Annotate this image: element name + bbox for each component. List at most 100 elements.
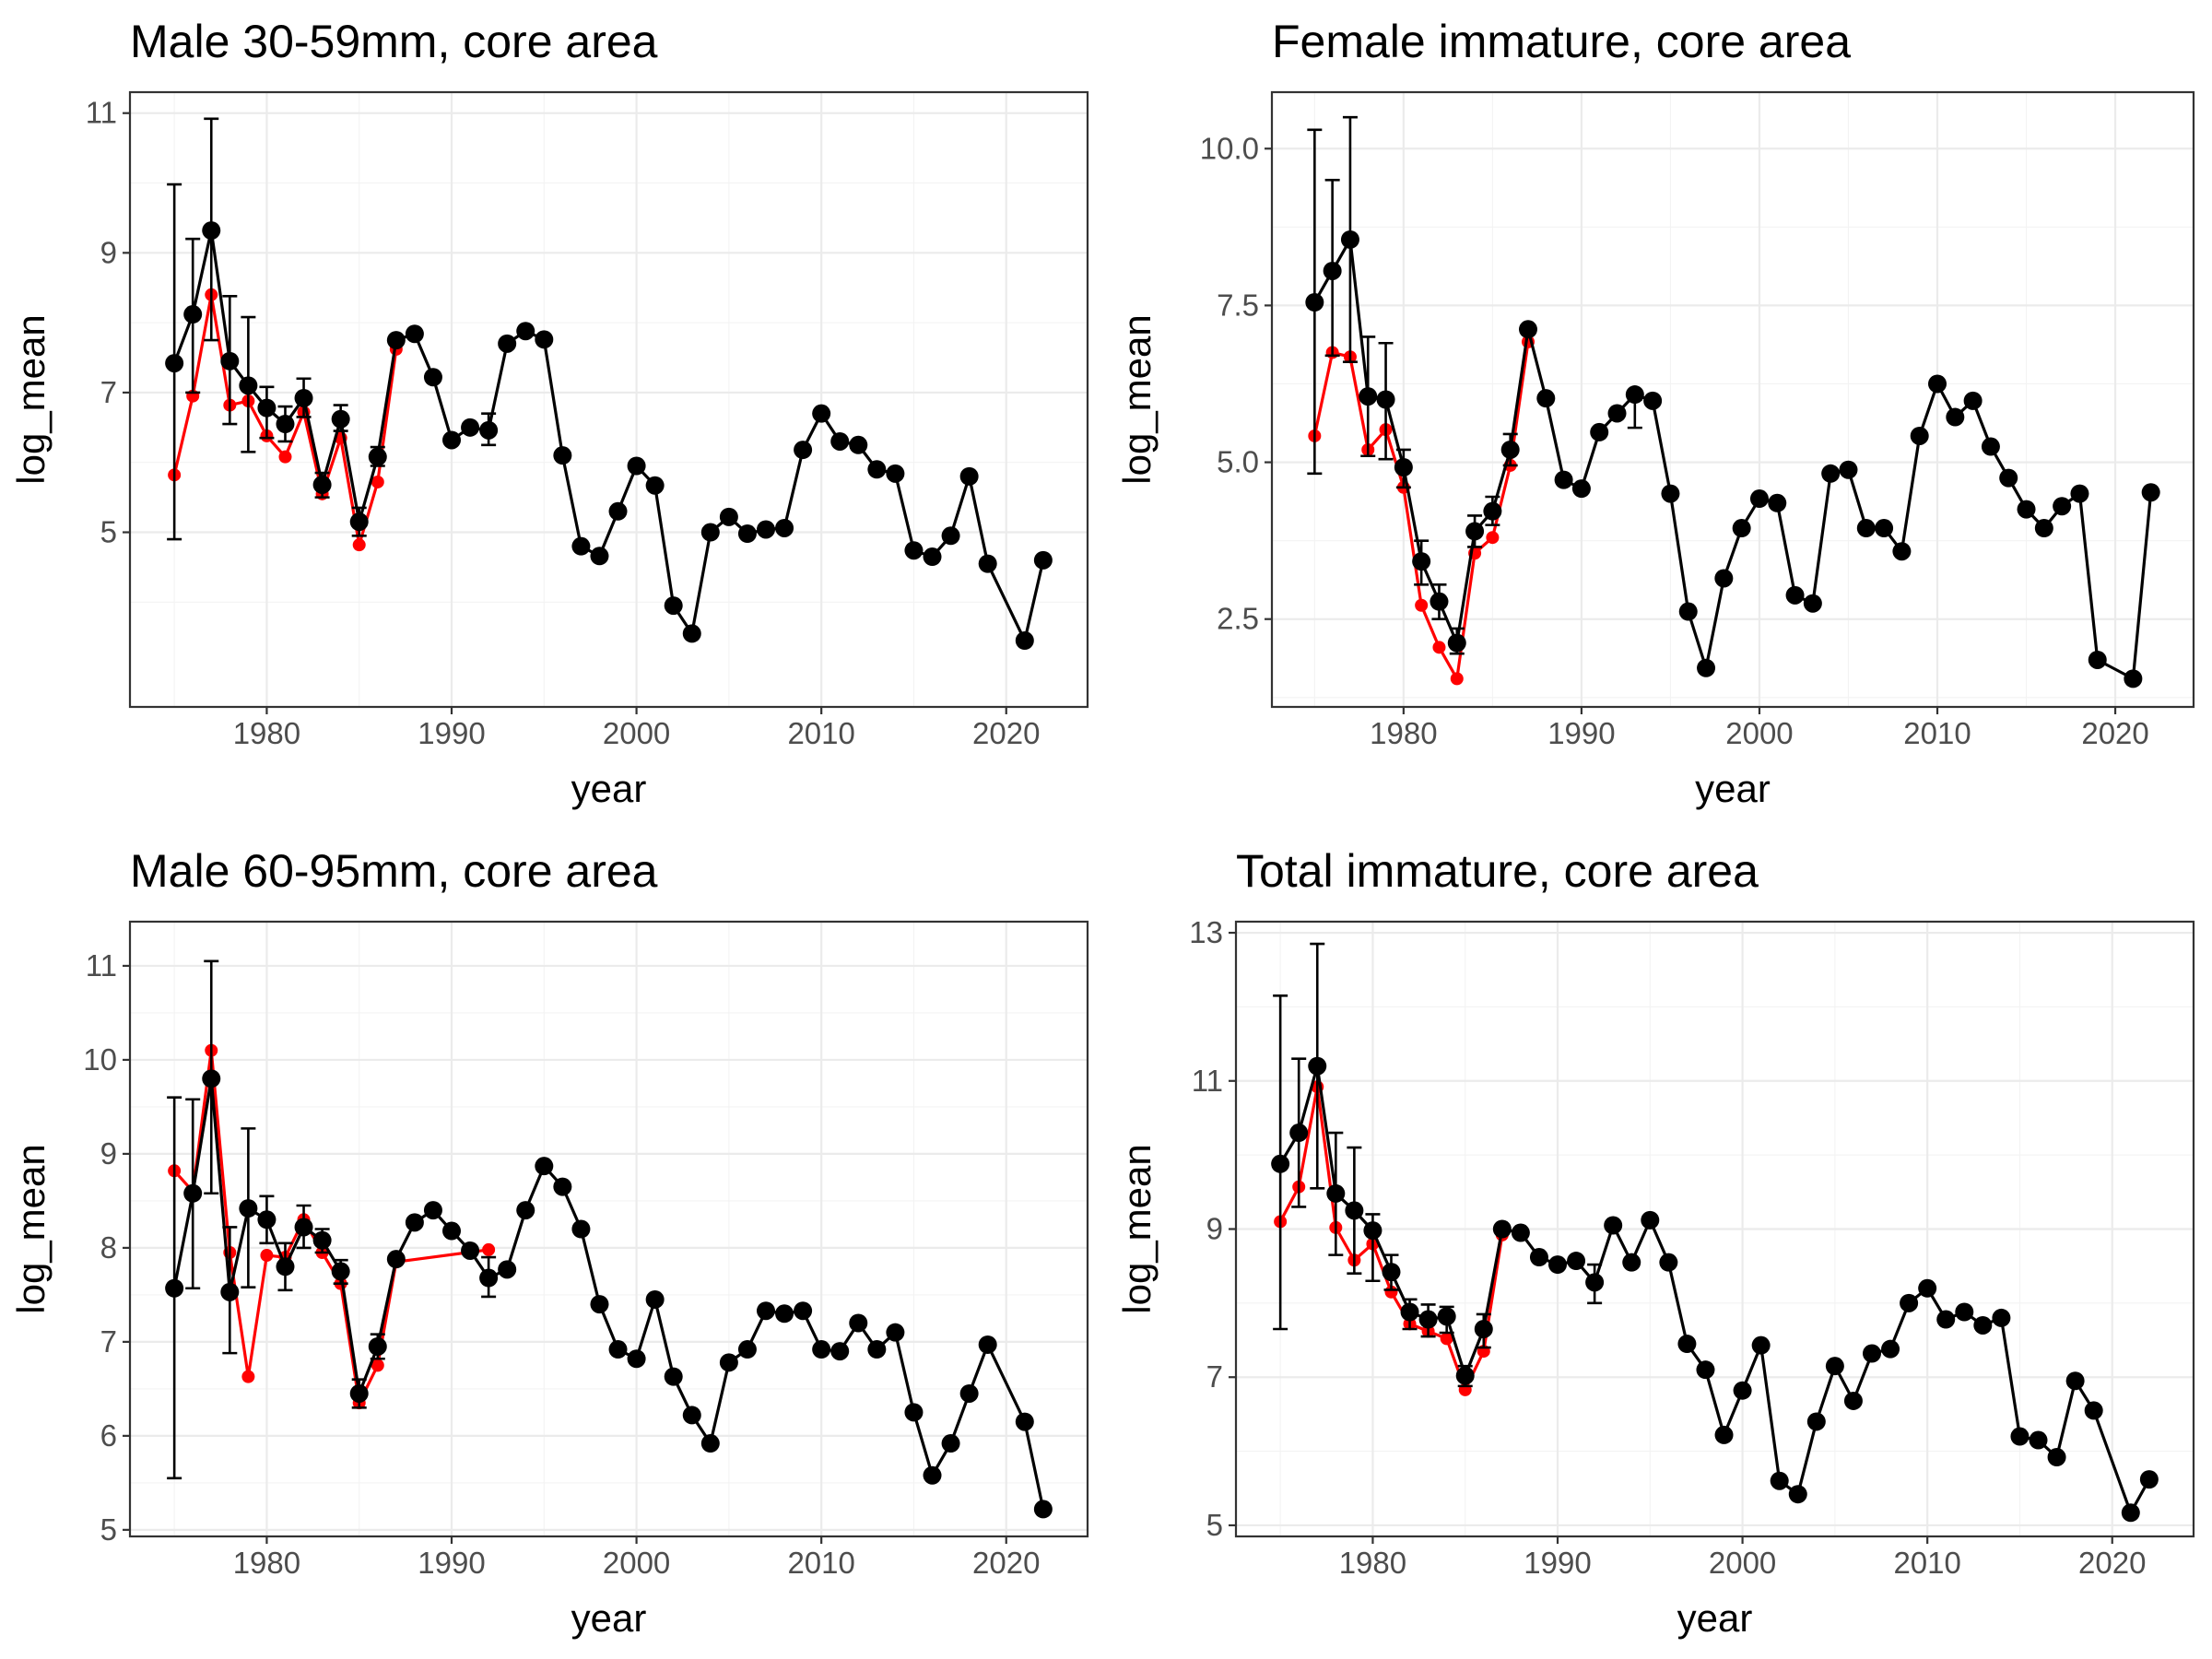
y-tick-label: 5	[100, 1512, 117, 1547]
observed-series-point	[1437, 1307, 1456, 1326]
observed-series-point	[737, 1340, 757, 1359]
observed-series-point	[1825, 1357, 1844, 1376]
panel-title: Total immature, core area	[1236, 845, 1759, 897]
observed-series-point	[923, 547, 942, 567]
observed-series-point	[1918, 1278, 1937, 1298]
panel-male-60-95mm: 1980 1990 2000 2010 2020 5 6 7 8 9 10 11 Male 60-95m…	[0, 830, 1106, 1659]
y-axis-label: log_mean	[1115, 314, 1159, 484]
observed-series-point	[1839, 460, 1858, 479]
observed-series-point	[442, 1221, 462, 1241]
observed-series-point	[682, 1406, 701, 1425]
observed-series-point	[1843, 1391, 1863, 1410]
chart-total-immature: 1980 1990 2000 2010 2020 5 7 9 11 13 Total immatur…	[1115, 845, 2195, 1640]
y-tick-label: 8	[100, 1230, 117, 1265]
observed-series-point	[1271, 1154, 1290, 1173]
observed-series-point	[239, 1199, 258, 1218]
observed-series-point	[1518, 320, 1537, 339]
observed-series-point	[386, 331, 406, 350]
observed-series-point	[183, 305, 203, 324]
observed-series-point	[941, 1434, 960, 1453]
alternate-series-point	[371, 475, 384, 488]
x-tick-label: 2000	[603, 716, 670, 750]
observed-series-point	[442, 430, 462, 450]
observed-series-point	[682, 624, 701, 643]
y-tick-label: 5	[100, 515, 117, 549]
observed-series-point	[1992, 1308, 2011, 1327]
alternate-series-point	[371, 1359, 384, 1372]
x-tick-label: 2020	[2081, 716, 2148, 750]
x-tick-label: 1990	[418, 1546, 485, 1580]
plot-frame	[1270, 90, 2195, 709]
observed-series-point	[1677, 1335, 1697, 1354]
observed-series-point	[331, 409, 350, 429]
observed-series-point	[590, 1295, 609, 1314]
observed-series-point	[1308, 1056, 1327, 1076]
observed-series-point	[830, 1342, 850, 1361]
x-tick-label: 2000	[603, 1546, 670, 1580]
y-tick-label: 2.5	[1217, 602, 1259, 636]
panel-female-immature: 1980 1990 2000 2010 2020 2.5 5.0 7.5 10.0 Female …	[1106, 0, 2212, 830]
observed-series-point	[1571, 479, 1591, 499]
observed-series-point	[1892, 542, 1912, 561]
observed-series-point	[1033, 550, 1053, 570]
alternate-series-point	[260, 1249, 274, 1263]
observed-series-point	[2053, 497, 2072, 516]
observed-series-point	[498, 1260, 517, 1279]
observed-series-point	[608, 1340, 628, 1359]
observed-series-point	[1785, 585, 1805, 605]
observed-series-point	[479, 1268, 499, 1288]
observed-series-point	[1548, 1255, 1568, 1275]
observed-series-point	[700, 523, 720, 542]
y-tick-label: 9	[100, 1136, 117, 1171]
observed-series-point	[978, 1335, 997, 1354]
observed-series-point	[1732, 519, 1751, 538]
panel-title: Female immature, core area	[1272, 16, 1851, 67]
observed-series-point	[479, 420, 499, 440]
observed-series-point	[1430, 592, 1449, 611]
observed-series-point	[2121, 1503, 2140, 1523]
x-tick-label: 1990	[418, 716, 485, 750]
plot-background	[1272, 92, 2194, 707]
observed-series-point	[1862, 1344, 1881, 1363]
observed-series-point	[386, 1250, 406, 1269]
y-tick-label: 13	[1189, 915, 1223, 949]
observed-series-point	[959, 1383, 979, 1403]
observed-series-point	[571, 1219, 591, 1239]
observed-series-point	[1875, 519, 1894, 538]
y-tick-label: 7	[1206, 1359, 1223, 1394]
observed-series-point	[794, 441, 813, 460]
observed-series-point	[1643, 391, 1663, 410]
observed-series-point	[867, 460, 887, 479]
x-axis-label: year	[571, 1596, 647, 1640]
observed-series-point	[1554, 470, 1573, 489]
observed-series-point	[1641, 1210, 1660, 1230]
x-axis-label: year	[1695, 767, 1771, 810]
y-tick-label: 5.0	[1217, 445, 1259, 479]
observed-series-point	[1412, 552, 1431, 571]
observed-series-point	[1881, 1339, 1900, 1359]
alternate-series-point	[352, 538, 366, 552]
observed-series-point	[645, 476, 665, 495]
observed-series-point	[830, 431, 850, 451]
observed-series-point	[904, 541, 924, 560]
observed-series-point	[1963, 391, 1983, 410]
observed-series-point	[2084, 1401, 2103, 1420]
plot-background	[130, 92, 1088, 707]
observed-series-point	[719, 507, 738, 526]
observed-series-point	[1015, 630, 1034, 650]
observed-series-point	[1661, 484, 1680, 503]
x-tick-label: 2010	[1893, 1546, 1960, 1580]
observed-series-point	[1622, 1253, 1641, 1272]
observed-series-point	[2088, 650, 2107, 669]
x-tick-label: 1980	[1339, 1546, 1406, 1580]
observed-series-point	[1289, 1124, 1309, 1143]
observed-series-point	[2034, 519, 2053, 538]
observed-series-point	[1590, 422, 1609, 441]
observed-series-point	[1714, 1425, 1734, 1444]
observed-series-point	[1946, 407, 1965, 427]
observed-series-point	[627, 1349, 646, 1369]
observed-series-point	[1768, 493, 1787, 512]
observed-series-point	[1696, 1360, 1715, 1380]
observed-series-point	[959, 466, 979, 486]
y-tick-label: 7	[100, 375, 117, 409]
